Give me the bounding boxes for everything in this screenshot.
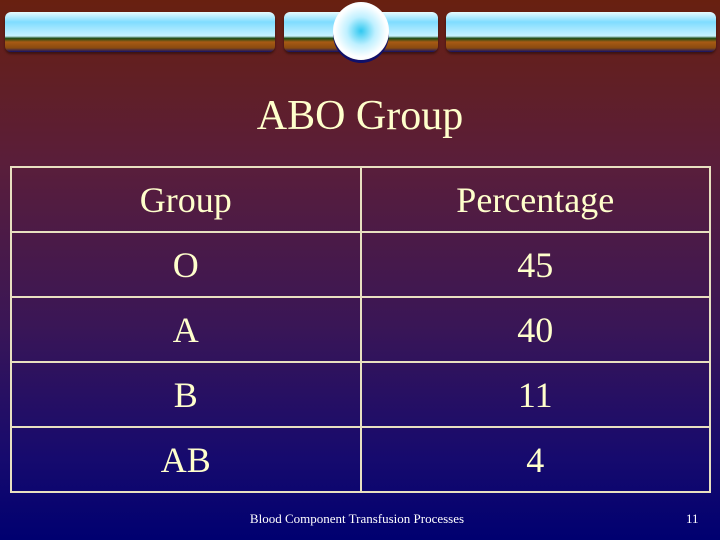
slide-footer: Blood Component Transfusion Processes bbox=[249, 511, 465, 526]
header-group: Group bbox=[10, 166, 362, 233]
cell-group: A bbox=[10, 296, 362, 363]
orb-ornament bbox=[333, 2, 389, 60]
page-number: 11 bbox=[686, 511, 699, 526]
cell-group: B bbox=[10, 361, 362, 428]
cell-percentage: 40 bbox=[359, 296, 711, 363]
cell-percentage: 11 bbox=[359, 361, 711, 428]
header-percentage: Percentage bbox=[359, 166, 711, 233]
table-row: O 45 bbox=[10, 231, 711, 298]
table-row: A 40 bbox=[10, 296, 711, 363]
cell-group: AB bbox=[10, 426, 362, 493]
table-header-row: Group Percentage bbox=[10, 166, 711, 233]
table-row: AB 4 bbox=[10, 426, 711, 493]
table-row: B 11 bbox=[10, 361, 711, 428]
slide-title: ABO Group bbox=[256, 93, 464, 139]
cell-percentage: 45 bbox=[359, 231, 711, 298]
banner-left bbox=[5, 12, 275, 52]
cell-percentage: 4 bbox=[359, 426, 711, 493]
abo-table: Group Percentage O 45 A 40 B 11 AB 4 bbox=[10, 166, 711, 493]
cell-group: O bbox=[10, 231, 362, 298]
banner-right bbox=[446, 12, 716, 52]
